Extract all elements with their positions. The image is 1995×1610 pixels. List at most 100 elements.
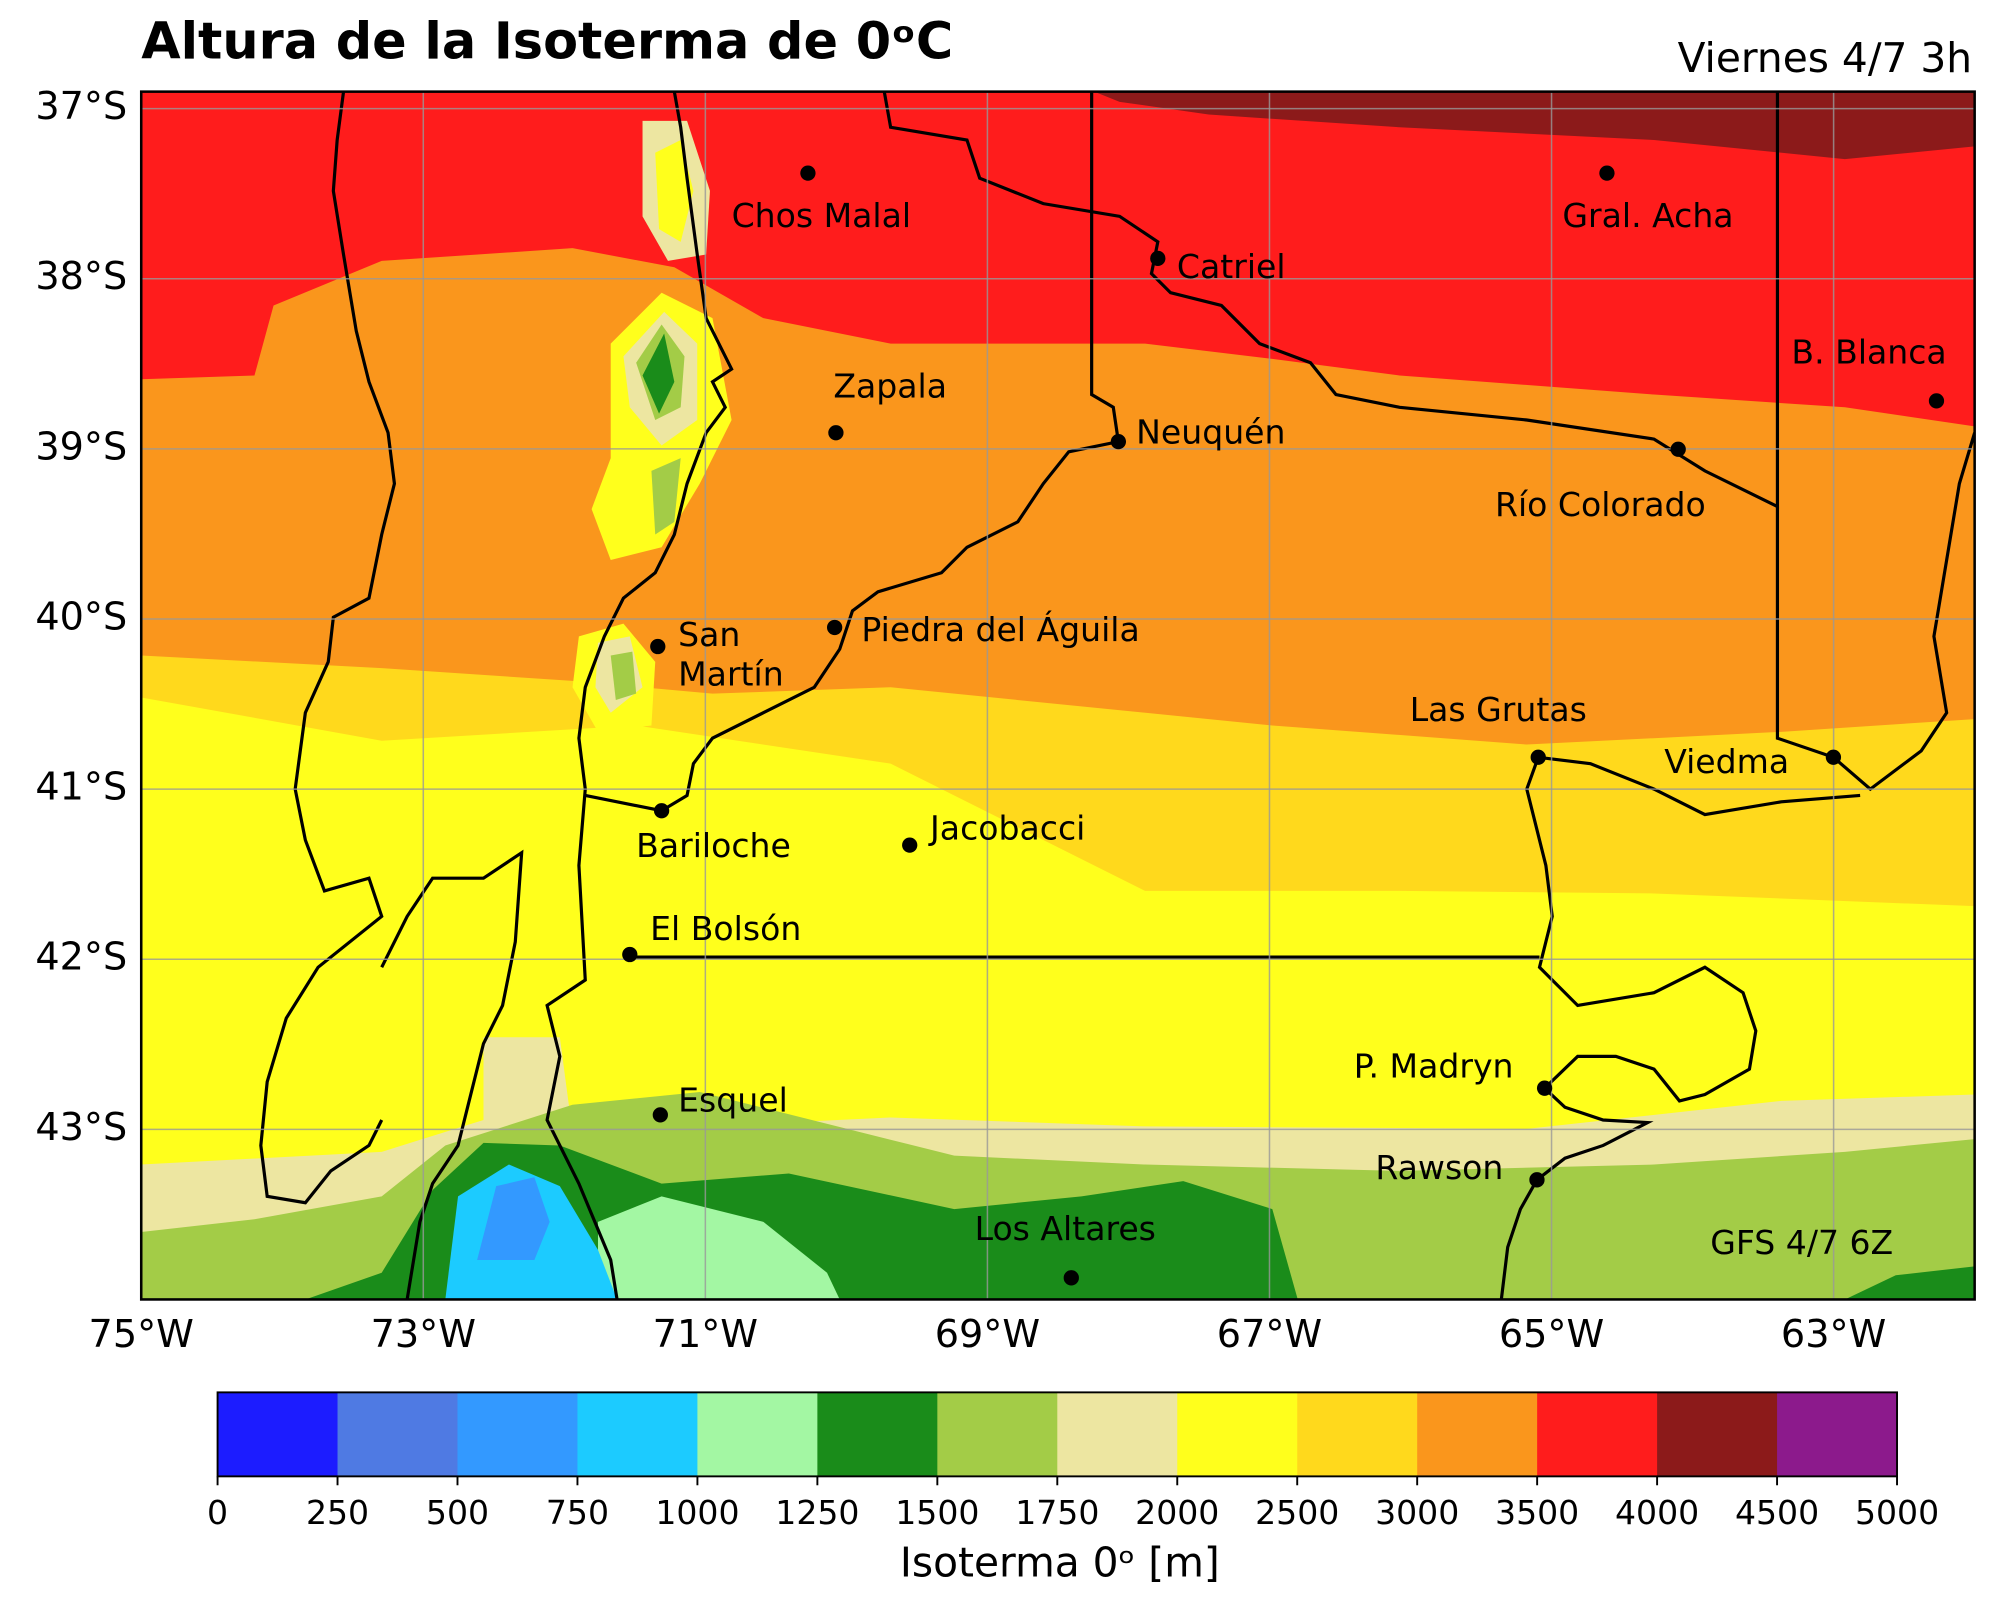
- colorbar-tick-label: 3500: [1495, 1493, 1579, 1532]
- colorbar-tick-label: 3000: [1375, 1493, 1459, 1532]
- colorbar-swatch: [217, 1392, 339, 1477]
- colorbar-label: Isoterma 0ᵒ [m]: [900, 1538, 1220, 1586]
- city-marker: [1110, 434, 1127, 450]
- isotherm-band: [651, 458, 681, 535]
- colorbar-swatch: [937, 1392, 1058, 1477]
- city-marker: [1063, 1270, 1079, 1286]
- city-marker: [827, 619, 843, 636]
- city-label: El Bolsón: [650, 909, 801, 948]
- x-tick-label: 71°W: [653, 1313, 758, 1357]
- city-label: Las Grutas: [1410, 690, 1587, 729]
- colorbar-swatch: [457, 1392, 579, 1477]
- colorbar-swatch: [577, 1392, 699, 1477]
- x-tick-label: 75°W: [89, 1313, 194, 1357]
- colorbar-tick-label: 1750: [1015, 1493, 1099, 1532]
- city-marker: [828, 425, 844, 441]
- x-tick-label: 69°W: [935, 1313, 1040, 1357]
- x-tick-label: 73°W: [371, 1313, 476, 1357]
- colorbar-tick-label: 500: [426, 1493, 489, 1532]
- city-label: Neuquén: [1136, 412, 1285, 451]
- isotherm-band: [477, 1177, 550, 1260]
- colorbar-swatch: [337, 1392, 459, 1477]
- colorbar-tick-label: 0: [207, 1493, 228, 1532]
- city-label: Bariloche: [636, 826, 791, 865]
- isotherm-band: [642, 333, 675, 414]
- plot-frame: [139, 90, 1976, 1301]
- isotherm-band: [610, 651, 637, 700]
- city-label: Chos Malal: [732, 196, 911, 235]
- city-label: Catriel: [1177, 247, 1286, 286]
- city-marker: [1536, 1080, 1553, 1096]
- colorbar-tick-label: 4500: [1735, 1493, 1819, 1532]
- city-marker: [653, 803, 670, 819]
- colorbar-tick-label: 1500: [895, 1493, 979, 1532]
- city-label: Zapala: [833, 367, 947, 406]
- y-tick-label: 39°S: [35, 425, 127, 469]
- city-marker: [622, 946, 638, 963]
- city-label: Gral. Acha: [1562, 196, 1733, 235]
- border: [545, 91, 734, 1300]
- city-marker: [1530, 749, 1546, 765]
- city-marker: [1150, 250, 1166, 266]
- y-tick-label: 41°S: [35, 766, 127, 810]
- colorbar-swatch: [1537, 1392, 1658, 1477]
- city-marker: [1825, 749, 1842, 765]
- y-tick-label: 37°S: [35, 85, 127, 129]
- city-label: Esquel: [678, 1081, 788, 1120]
- city-label: Río Colorado: [1495, 485, 1706, 524]
- colorbar-swatch: [1057, 1392, 1178, 1477]
- city-marker: [800, 165, 816, 181]
- cities: Chos Malal Gral. Acha Catriel B. Blanca Zapa…: [622, 165, 1947, 1286]
- city-marker: [1599, 165, 1615, 181]
- grid: 75°W 73°W 71°W 69°W 67°W 65°W 63°W 37°S 38°S 39°S…: [35, 85, 1975, 1357]
- isotherm-band: [1844, 1266, 1975, 1300]
- colorbar-tick-label: 2000: [1135, 1493, 1219, 1532]
- colorbar-tick-label: 5000: [1855, 1493, 1939, 1532]
- city-label: Piedra del Águila: [861, 609, 1139, 649]
- model-note: GFS 4/7 6Z: [1710, 1223, 1893, 1262]
- colorbar-tick-label: 750: [546, 1493, 609, 1532]
- colorbar-tick-label: 250: [306, 1493, 369, 1532]
- colorbar-swatch: [1177, 1392, 1298, 1477]
- colorbar: 0 250 500 750 1000 1250 1500 1750 2000 2500 3000 35…: [207, 1391, 1939, 1532]
- contour-fill: [141, 91, 1975, 1300]
- colorbar-swatch: [1657, 1392, 1778, 1477]
- coastline: [1499, 432, 1975, 1300]
- city-marker: [902, 837, 918, 853]
- city-label: Jacobacci: [928, 808, 1085, 847]
- x-tick-label: 65°W: [1499, 1313, 1604, 1357]
- city-label: Los Altares: [975, 1209, 1156, 1248]
- colorbar-swatch: [817, 1392, 938, 1477]
- x-tick-label: 63°W: [1781, 1313, 1886, 1357]
- city-marker: [1670, 441, 1686, 457]
- y-tick-label: 40°S: [35, 595, 127, 639]
- province-border: [882, 91, 1780, 510]
- y-tick-label: 42°S: [35, 936, 127, 980]
- coastline: [380, 849, 524, 1300]
- colorbar-tick-label: 4000: [1615, 1493, 1699, 1532]
- x-tick-label: 67°W: [1217, 1313, 1322, 1357]
- y-tick-label: 38°S: [35, 255, 127, 299]
- y-tick-label: 43°S: [35, 1106, 127, 1150]
- colorbar-tick-label: 2500: [1255, 1493, 1339, 1532]
- city-marker: [652, 1107, 668, 1123]
- city-label: San: [678, 615, 740, 654]
- city-label: Martín: [678, 654, 784, 693]
- city-marker: [1928, 393, 1945, 409]
- colorbar-swatch: [1777, 1392, 1898, 1477]
- colorbar-swatch: [1417, 1392, 1538, 1477]
- isotherm-band: [597, 1196, 840, 1300]
- city-label: B. Blanca: [1791, 332, 1946, 371]
- title: Altura de la Isoterma de 0ᵒC: [141, 13, 953, 72]
- city-label: Rawson: [1375, 1148, 1503, 1187]
- colorbar-tick-label: 1250: [775, 1493, 859, 1532]
- colorbar-swatch: [1297, 1392, 1418, 1477]
- subtitle: Viernes 4/7 3h: [1678, 34, 1973, 82]
- city-marker: [650, 638, 666, 655]
- city-marker: [1529, 1172, 1545, 1188]
- colorbar-swatch: [697, 1392, 819, 1477]
- city-label: Viedma: [1664, 742, 1789, 781]
- colorbar-tick-label: 1000: [655, 1493, 739, 1532]
